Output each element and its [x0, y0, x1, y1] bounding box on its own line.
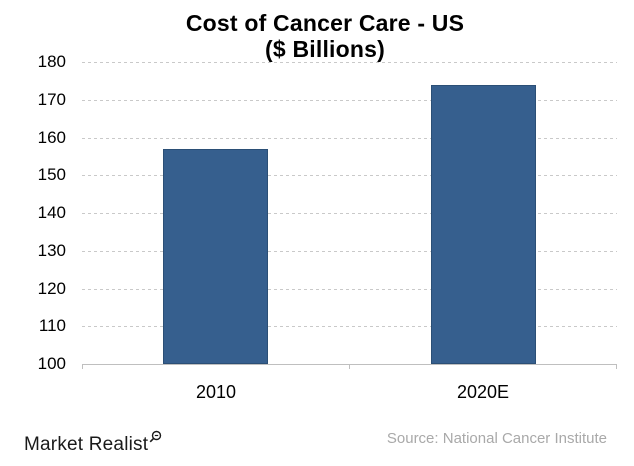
- brand-logo: Market Realist: [24, 430, 162, 456]
- gridline-140: [82, 213, 617, 214]
- y-tick-label-100: 100: [37, 354, 66, 373]
- x-tick-label-2020E: 2020E: [456, 382, 510, 402]
- chart-title-line1: Cost of Cancer Care - US: [185, 10, 465, 36]
- bar-2020E: [431, 85, 536, 364]
- chart-title: Cost of Cancer Care - US ($ Billions): [30, 10, 620, 63]
- plot-area: [82, 62, 617, 369]
- y-tick-label-120: 120: [37, 278, 66, 298]
- x-tick-label-2010: 2010: [195, 382, 237, 402]
- x-axis-tick-2: [616, 364, 617, 369]
- gridline-110: [82, 326, 617, 328]
- brand-text: Market Realist: [24, 434, 149, 455]
- bar-2010: [163, 149, 268, 364]
- x-axis-tick-0: [82, 364, 83, 369]
- magnifier-icon: [149, 427, 162, 448]
- y-tick-label-110: 110: [38, 316, 66, 336]
- y-tick-label-170: 170: [37, 89, 66, 109]
- chart-title-line2: ($ Billions): [265, 36, 385, 63]
- gridline-170: [82, 99, 617, 101]
- y-tick-label-180: 180: [37, 52, 66, 71]
- y-tick-label-140: 140: [37, 203, 66, 222]
- gridline-180: [82, 62, 617, 63]
- source-text: Source: National Cancer Institute: [386, 430, 607, 447]
- gridline-130: [82, 250, 617, 252]
- y-tick-label-160: 160: [37, 127, 66, 147]
- gridline-120: [82, 288, 617, 290]
- y-tick-label-150: 150: [37, 165, 66, 185]
- x-axis-tick-1: [349, 364, 350, 369]
- gridline-160: [82, 137, 617, 139]
- y-tick-label-130: 130: [37, 240, 66, 260]
- gridline-150: [82, 175, 617, 177]
